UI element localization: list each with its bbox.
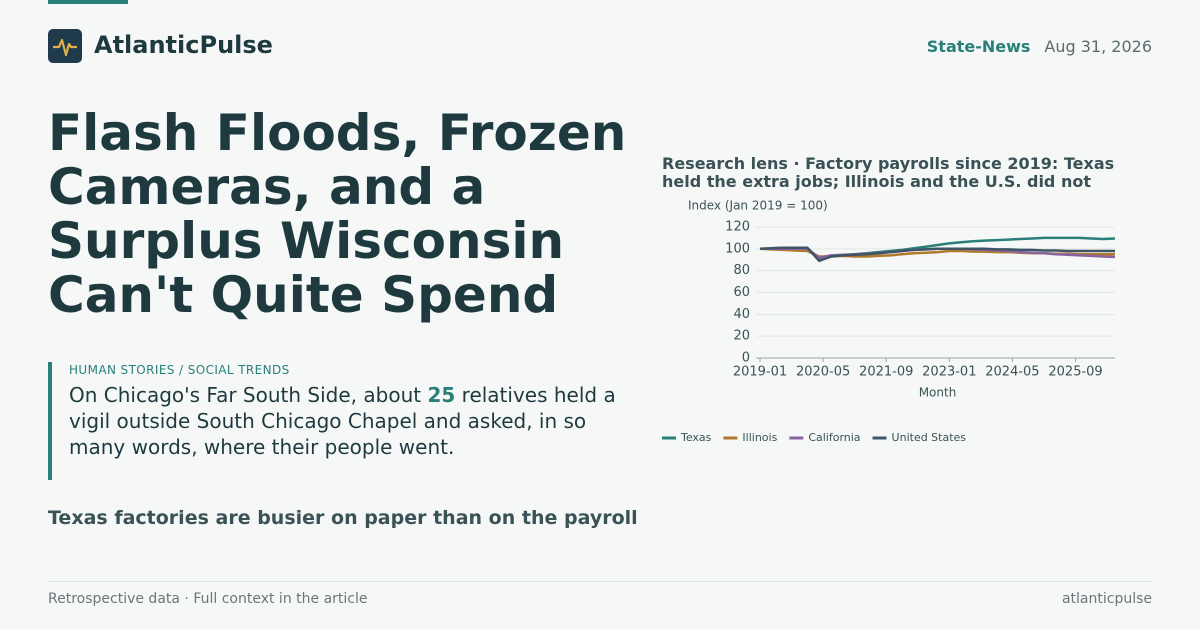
legend-label: California — [808, 431, 860, 444]
meta: State-News Aug 31, 2026 — [927, 37, 1152, 56]
footer-note: Retrospective data · Full context in the… — [48, 591, 368, 607]
series-line — [759, 246, 1115, 263]
x-tick-label: 2020-05 — [796, 365, 850, 380]
y-tick-label: 100 — [725, 241, 750, 256]
legend-label: Texas — [680, 431, 712, 444]
y-tick-label: 120 — [725, 220, 750, 235]
dek: HUMAN STORIES / SOCIAL TRENDS On Chicago… — [48, 362, 629, 480]
dek-before: On Chicago's Far South Side, about — [69, 383, 422, 407]
chart-title: Research lens · Factory payrolls since 2… — [662, 154, 1115, 191]
legend-label: Illinois — [742, 431, 777, 444]
kicker: HUMAN STORIES / SOCIAL TRENDS — [69, 363, 290, 377]
x-tick-label: 2023-01 — [922, 365, 976, 380]
logo — [48, 29, 82, 63]
chart: Index (Jan 2019 = 100) 0 20 40 60 80 100 120 201… — [662, 199, 1116, 444]
y-tick-label: 20 — [733, 329, 750, 344]
x-tick-label: 2025-09 — [1048, 365, 1102, 380]
x-tick-label: 2021-09 — [859, 365, 913, 380]
y-tick-label: 0 — [742, 351, 750, 366]
legend-label: United States — [892, 431, 967, 444]
footer-site: atlanticpulse — [1061, 591, 1152, 607]
x-axis-label: Month — [919, 386, 957, 400]
dek-after: relatives held a vigil outside South Chi… — [69, 383, 616, 459]
accent-bar — [48, 0, 128, 4]
footer-rule — [48, 581, 1152, 582]
headline: Flash Floods, Frozen Cameras, and a Surp… — [48, 104, 627, 324]
y-tick-label: 80 — [733, 263, 750, 278]
x-tick-label: 2024-05 — [985, 365, 1039, 380]
y-tick-label: 40 — [733, 307, 750, 322]
x-tick-label: 2019-01 — [733, 365, 787, 380]
date: Aug 31, 2026 — [1044, 37, 1152, 56]
subhead: Texas factories are busier on paper than… — [48, 507, 638, 529]
brand[interactable]: AtlanticPulse — [94, 31, 273, 59]
y-tick-label: 60 — [733, 285, 750, 300]
y-axis-label: Index (Jan 2019 = 100) — [688, 199, 828, 213]
section[interactable]: State-News — [926, 37, 1031, 56]
dek-text: On Chicago's Far South Side, about 25 re… — [69, 382, 629, 460]
dek-number: 25 — [427, 383, 456, 407]
